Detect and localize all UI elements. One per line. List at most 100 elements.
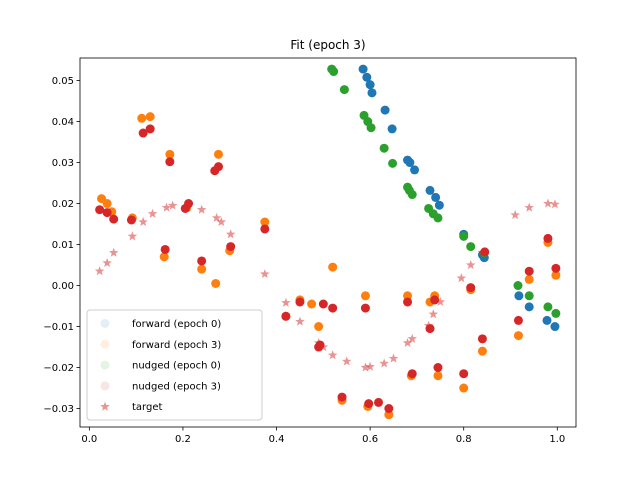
data-point	[466, 242, 476, 252]
data-point	[551, 308, 561, 318]
target-point	[388, 353, 399, 363]
y-tick-label: 0.03	[52, 158, 74, 169]
data-point	[407, 190, 417, 200]
data-point	[379, 143, 389, 153]
target-point	[543, 198, 553, 208]
target-point	[465, 260, 476, 270]
y-tick-label: −0.02	[43, 363, 74, 374]
legend-label: target	[132, 402, 162, 413]
data-point	[524, 291, 534, 301]
data-point	[159, 252, 169, 262]
data-point	[314, 322, 324, 332]
data-point	[339, 85, 349, 95]
data-point	[165, 149, 175, 159]
data-point	[551, 270, 561, 280]
target-point	[365, 361, 375, 371]
legend: forward (epoch 0) forward (epoch 3) nudged…	[86, 309, 263, 421]
target-point	[423, 320, 434, 330]
target-point	[477, 247, 488, 257]
data-point	[524, 266, 534, 276]
data-point	[318, 299, 328, 309]
data-point	[102, 199, 112, 209]
data-point	[384, 404, 394, 414]
target-point	[196, 204, 207, 214]
legend-label: forward (epoch 3)	[132, 340, 221, 351]
legend-marker	[100, 381, 110, 391]
target-point	[167, 200, 178, 210]
data-point	[405, 158, 415, 168]
plot-frame	[79, 57, 577, 428]
x-tick-label: 0.6	[362, 434, 378, 445]
legend-marker	[100, 401, 110, 411]
data-point	[329, 67, 339, 77]
data-point	[431, 192, 441, 202]
data-point	[214, 149, 224, 159]
data-point	[160, 244, 170, 254]
x-tick-label: 0.2	[175, 434, 191, 445]
data-point	[513, 281, 523, 291]
target-point	[524, 202, 534, 212]
data-point	[551, 263, 561, 273]
data-point	[281, 311, 291, 321]
data-point	[477, 334, 487, 344]
y-tick-label: 0.01	[52, 240, 74, 251]
legend-marker	[100, 360, 110, 370]
data-point	[260, 224, 270, 234]
data-point	[197, 264, 207, 274]
data-point	[543, 302, 553, 312]
data-point	[403, 291, 413, 301]
data-point	[295, 297, 305, 307]
data-point	[433, 363, 443, 373]
y-tick-label: −0.03	[43, 404, 74, 415]
data-point	[358, 64, 368, 74]
data-point	[380, 105, 390, 115]
legend-label: nudged (epoch 0)	[132, 361, 221, 372]
target-point	[510, 210, 520, 220]
target-point	[211, 212, 222, 222]
data-point	[95, 205, 105, 215]
data-point	[459, 231, 469, 241]
series-nudged-epoch-0	[327, 64, 561, 318]
data-point	[307, 299, 317, 309]
x-tick-label: 1.0	[549, 434, 565, 445]
legend-label: forward (epoch 0)	[132, 319, 221, 330]
target-point	[327, 350, 338, 360]
chart-title: Fit (epoch 3)	[290, 38, 365, 52]
data-point	[524, 302, 534, 312]
data-point	[211, 279, 221, 288]
target-point	[94, 266, 105, 276]
x-tick-label: 0.8	[456, 434, 472, 445]
data-point	[126, 215, 136, 225]
legend-marker	[100, 339, 110, 349]
data-point	[365, 80, 375, 90]
target-point	[360, 362, 371, 372]
data-point	[477, 346, 487, 356]
target-point	[102, 258, 112, 268]
plot-points	[94, 64, 561, 420]
data-point	[165, 157, 175, 167]
data-point	[366, 123, 376, 133]
x-tick-label: 0.0	[81, 434, 97, 445]
data-point	[388, 158, 398, 168]
data-point	[384, 410, 394, 420]
target-point	[456, 273, 467, 283]
data-point	[337, 392, 347, 402]
data-point	[513, 315, 523, 325]
data-point	[403, 297, 413, 307]
target-point	[379, 358, 389, 368]
data-point	[387, 124, 397, 134]
y-tick-label: 0.02	[52, 199, 74, 210]
data-point	[138, 128, 148, 138]
data-point	[362, 72, 372, 82]
target-point	[216, 217, 227, 227]
data-point	[360, 291, 370, 301]
target-point	[295, 316, 305, 326]
data-point	[260, 217, 270, 227]
y-tick-label: −0.01	[43, 322, 74, 333]
data-point	[197, 256, 207, 266]
data-point	[466, 283, 476, 293]
y-tick-label: 0.00	[52, 281, 74, 292]
target-point	[435, 296, 446, 306]
target-point	[182, 202, 193, 212]
